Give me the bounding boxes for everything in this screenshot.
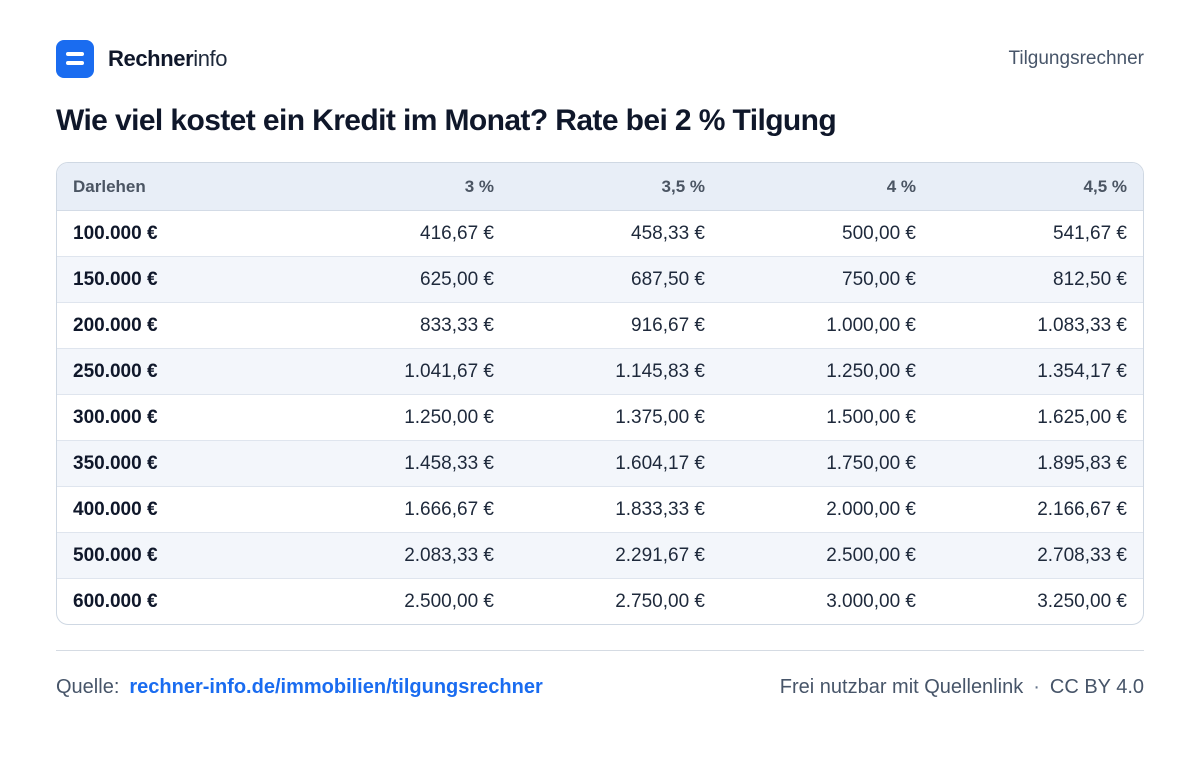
rate-3-cell: 625,00 € xyxy=(299,256,510,303)
rate-3-cell: 1.458,33 € xyxy=(299,440,510,487)
rate-4-5-cell: 3.250,00 € xyxy=(1037,590,1127,612)
column-header-rate-3: 3 % xyxy=(299,163,510,211)
page-header: Rechnerinfo Tilgungsrechner xyxy=(56,40,1144,78)
rate-4-cell: 750,00 € xyxy=(721,256,932,303)
usage-note: Frei nutzbar mit Quellenlink xyxy=(779,676,1024,698)
rate-4-cell: 3.000,00 € xyxy=(826,590,916,612)
loan-amount-cell: 400.000 € xyxy=(57,486,299,533)
rate-3-5-cell: 1.833,33 € xyxy=(510,486,721,533)
table-row: 200.000 €833,33 €916,67 €1.000,00 €1.083… xyxy=(57,302,1143,349)
rate-4-5-cell: 1.625,00 € xyxy=(932,394,1143,441)
brand-name-bold: Rechner xyxy=(108,46,194,71)
table-row: 100.000 €416,67 €458,33 €500,00 €541,67 … xyxy=(57,210,1143,257)
loan-amount-cell: 250.000 € xyxy=(57,348,299,395)
rate-3-cell: 1.250,00 € xyxy=(299,394,510,441)
rate-4-5-cell: 1.083,33 € xyxy=(932,302,1143,349)
license-info: Frei nutzbar mit Quellenlink · CC BY 4.0 xyxy=(780,676,1144,699)
rate-3-5-cell: 1.145,83 € xyxy=(510,348,721,395)
table-row: 350.000 €1.458,33 €1.604,17 €1.750,00 €1… xyxy=(57,440,1143,487)
rate-3-cell: 1.666,67 € xyxy=(299,486,510,533)
payment-table: Darlehen 3 % 3,5 % 4 % 4,5 % 100.000 €41… xyxy=(56,162,1144,625)
table-row: 500.000 €2.083,33 €2.291,67 €2.500,00 €2… xyxy=(57,532,1143,579)
loan-amount-cell: 500.000 € xyxy=(57,532,299,579)
source-link[interactable]: rechner-info.de/immobilien/tilgungsrechn… xyxy=(129,676,543,698)
footer-divider xyxy=(56,650,1144,651)
table-row: 300.000 €1.250,00 €1.375,00 €1.500,00 €1… xyxy=(57,394,1143,441)
rate-3-cell: 833,33 € xyxy=(299,302,510,349)
rate-4-5-cell: 2.166,67 € xyxy=(932,486,1143,533)
rate-4-cell: 500,00 € xyxy=(721,210,932,257)
rate-4-5-cell: 1.895,83 € xyxy=(932,440,1143,487)
column-header-rate-4-5: 4,5 % xyxy=(932,163,1143,211)
column-header-loan: Darlehen xyxy=(57,163,299,211)
rate-3-5-cell: 1.604,17 € xyxy=(510,440,721,487)
rate-4-cell: 1.750,00 € xyxy=(721,440,932,487)
page-footer: Quelle: rechner-info.de/immobilien/tilgun… xyxy=(56,676,1144,699)
loan-amount-cell: 200.000 € xyxy=(57,302,299,349)
rate-4-cell: 1.000,00 € xyxy=(721,302,932,349)
rate-3-5-cell: 687,50 € xyxy=(510,256,721,303)
license-label: CC BY 4.0 xyxy=(1049,676,1144,698)
rate-3-cell: 416,67 € xyxy=(299,210,510,257)
source-label: Quelle: xyxy=(56,676,120,698)
loan-amount-cell: 150.000 € xyxy=(57,256,299,303)
rate-4-5-cell: 812,50 € xyxy=(932,256,1143,303)
rate-3-cell: 2.500,00 € xyxy=(404,590,494,612)
rate-3-5-cell: 2.291,67 € xyxy=(510,532,721,579)
rate-3-5-cell: 1.375,00 € xyxy=(510,394,721,441)
rate-4-5-cell: 1.354,17 € xyxy=(932,348,1143,395)
rate-3-5-cell: 2.750,00 € xyxy=(615,590,705,612)
loan-amount-cell: 100.000 € xyxy=(57,210,299,257)
source-info: Quelle: rechner-info.de/immobilien/tilgun… xyxy=(56,676,543,699)
column-header-rate-4: 4 % xyxy=(721,163,932,211)
rate-4-5-cell: 2.708,33 € xyxy=(932,532,1143,579)
rate-3-5-cell: 916,67 € xyxy=(510,302,721,349)
loan-amount-cell: 300.000 € xyxy=(57,394,299,441)
rate-4-cell: 2.000,00 € xyxy=(721,486,932,533)
rate-4-5-cell: 541,67 € xyxy=(932,210,1143,257)
rate-3-cell: 2.083,33 € xyxy=(299,532,510,579)
column-header-rate-3-5: 3,5 % xyxy=(510,163,721,211)
menu-lines-icon xyxy=(56,40,94,78)
separator-dot: · xyxy=(1033,676,1040,698)
table-header-row: Darlehen 3 % 3,5 % 4 % 4,5 % xyxy=(57,163,1143,211)
rate-4-cell: 1.250,00 € xyxy=(721,348,932,395)
rate-4-cell: 2.500,00 € xyxy=(721,532,932,579)
table-row: 250.000 €1.041,67 €1.145,83 €1.250,00 €1… xyxy=(57,348,1143,395)
loan-amount-cell: 350.000 € xyxy=(57,440,299,487)
page-title: Wie viel kostet ein Kredit im Monat? Rat… xyxy=(56,104,837,137)
table-row: 150.000 €625,00 €687,50 €750,00 €812,50 … xyxy=(57,256,1143,303)
header-calculator-link[interactable]: Tilgungsrechner xyxy=(1008,48,1144,69)
rate-4-cell: 1.500,00 € xyxy=(721,394,932,441)
table-row: 400.000 €1.666,67 €1.833,33 €2.000,00 €2… xyxy=(57,486,1143,533)
rate-3-5-cell: 458,33 € xyxy=(510,210,721,257)
loan-amount-cell: 600.000 € xyxy=(73,590,158,612)
brand-name: Rechnerinfo xyxy=(108,46,228,72)
brand-name-light: info xyxy=(193,46,228,71)
table-row: 600.000 € 2.500,00 € 2.750,00 € 3.000,00 € 3… xyxy=(57,579,1143,625)
rate-3-cell: 1.041,67 € xyxy=(299,348,510,395)
brand-logo[interactable]: Rechnerinfo xyxy=(56,40,228,78)
